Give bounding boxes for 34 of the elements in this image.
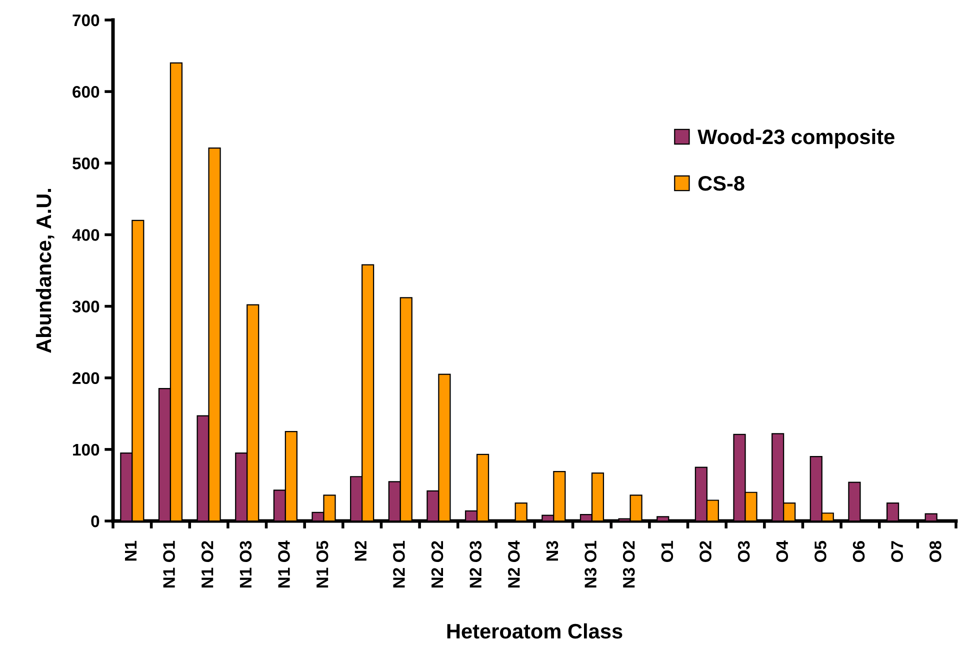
x-tick-label: N1 O1 [163, 540, 175, 588]
x-tick-label: N1 [125, 540, 136, 561]
x-tick-label: N2 O2 [431, 541, 444, 588]
x-tick-label: O2 [700, 541, 712, 562]
x-tick-label: O5 [814, 540, 826, 562]
y-tick-label: 600 [72, 86, 100, 98]
x-tick-label: N1 O2 [201, 541, 214, 588]
x-tick-label: O7 [891, 541, 903, 562]
legend-label: Wood-23 composite [698, 128, 894, 148]
x-tick-label: O3 [738, 541, 750, 562]
y-tick-label: 300 [72, 300, 100, 313]
x-tick-label: N1 O5 [316, 540, 328, 588]
x-tick-label: O8 [930, 540, 942, 562]
x-tick-label: N2 [354, 541, 366, 561]
x-tick-label: N2 O1 [393, 540, 405, 588]
y-tick-label: 500 [72, 158, 100, 170]
x-tick-label: N1 O3 [240, 541, 252, 588]
x-tick-label: O4 [776, 540, 788, 562]
x-tick-label: N3 O2 [622, 541, 635, 588]
x-tick-label: N3 [546, 541, 558, 561]
x-tick-label: N2 O4 [508, 540, 520, 588]
y-tick-label: 700 [72, 14, 100, 26]
y-tick-label: 400 [72, 229, 100, 241]
y-tick-label: 100 [73, 444, 100, 456]
x-axis-title: Heteroatom Class [447, 623, 622, 639]
x-tick-label: N2 O3 [470, 541, 482, 588]
y-tick-label: 200 [72, 372, 100, 384]
x-tick-label: O1 [661, 540, 674, 562]
legend-label: CS-8 [698, 176, 744, 191]
x-tick-label: N1 O4 [278, 540, 290, 588]
x-tick-label: N3 O1 [584, 540, 596, 588]
y-tick-label: 0 [91, 515, 100, 528]
y-axis-title: Abundance, A.U. [36, 188, 54, 353]
x-tick-label: O6 [852, 541, 865, 562]
